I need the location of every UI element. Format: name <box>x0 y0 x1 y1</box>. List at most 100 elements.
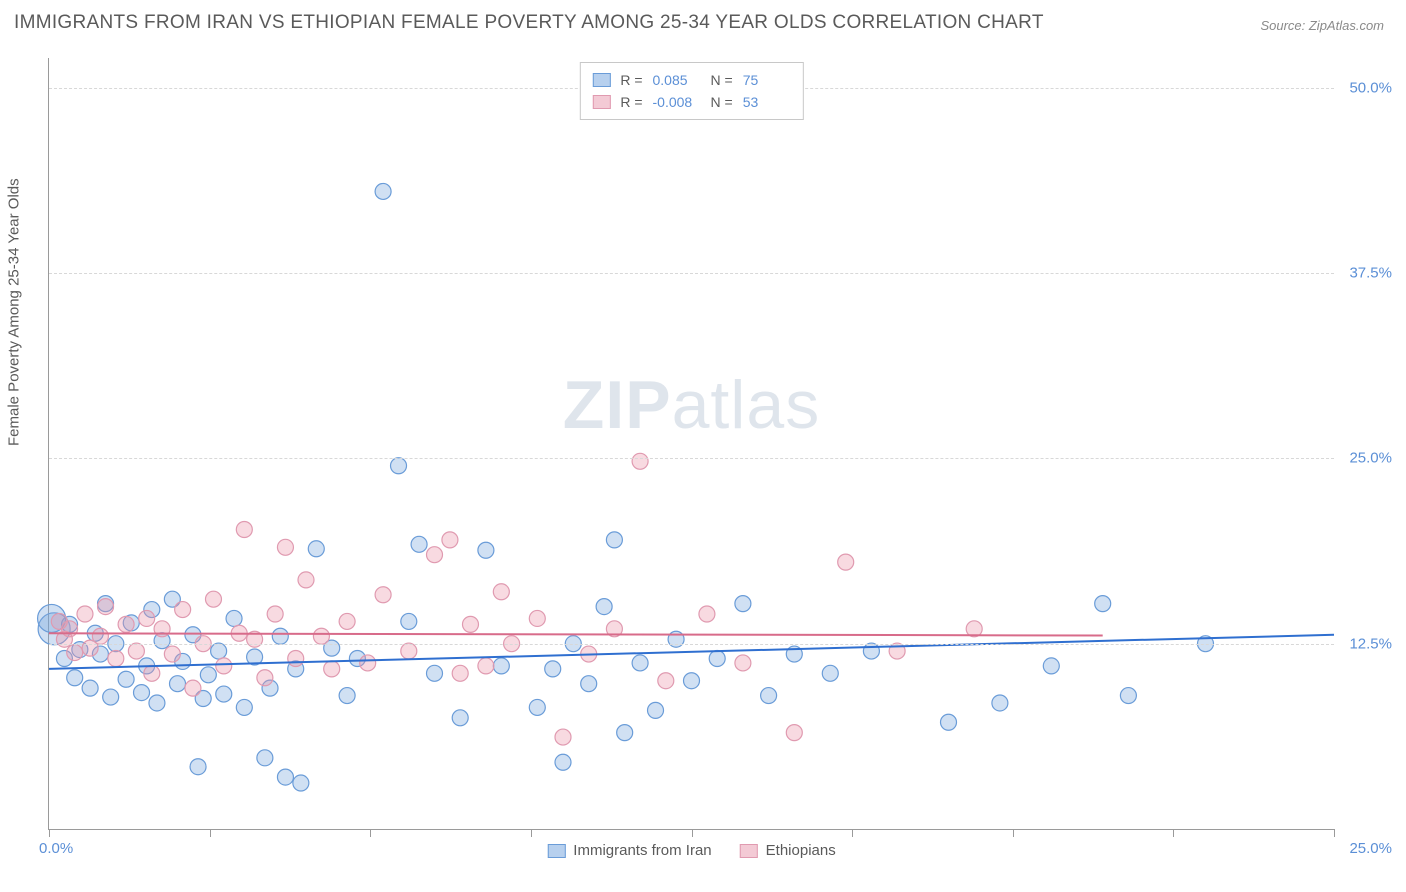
scatter-point <box>185 680 201 696</box>
x-tick <box>1013 829 1014 837</box>
scatter-point <box>200 667 216 683</box>
x-tick <box>210 829 211 837</box>
scatter-point <box>493 584 509 600</box>
scatter-point <box>226 610 242 626</box>
scatter-point <box>236 521 252 537</box>
scatter-point <box>118 616 134 632</box>
scatter-point <box>786 725 802 741</box>
scatter-point <box>298 572 314 588</box>
legend-bottom-swatch-2 <box>740 844 758 858</box>
scatter-svg <box>49 58 1334 829</box>
x-tick <box>370 829 371 837</box>
legend-n-value-2: 53 <box>743 91 791 113</box>
scatter-point <box>735 655 751 671</box>
scatter-point <box>452 665 468 681</box>
legend-r-label-1: R = <box>620 69 642 91</box>
scatter-point <box>617 725 633 741</box>
scatter-point <box>288 650 304 666</box>
trend-line <box>49 633 1103 635</box>
scatter-point <box>699 606 715 622</box>
scatter-point <box>205 591 221 607</box>
legend-bottom-swatch-1 <box>547 844 565 858</box>
legend-bottom-item-2: Ethiopians <box>740 842 836 859</box>
gridline-h <box>49 458 1334 459</box>
scatter-point <box>709 650 725 666</box>
legend-r-value-1: 0.085 <box>653 69 701 91</box>
scatter-point <box>375 183 391 199</box>
legend-bottom-label-1: Immigrants from Iran <box>573 842 711 859</box>
scatter-point <box>529 699 545 715</box>
scatter-point <box>529 610 545 626</box>
scatter-point <box>478 542 494 558</box>
scatter-point <box>411 536 427 552</box>
y-tick-label: 37.5% <box>1349 264 1392 281</box>
legend-row-series-2: R = -0.008 N = 53 <box>592 91 790 113</box>
scatter-point <box>170 676 186 692</box>
scatter-point <box>267 606 283 622</box>
scatter-point <box>257 670 273 686</box>
scatter-point <box>293 775 309 791</box>
x-tick <box>852 829 853 837</box>
legend-n-value-1: 75 <box>743 69 791 91</box>
scatter-point <box>144 665 160 681</box>
scatter-point <box>98 599 114 615</box>
source-attribution: Source: ZipAtlas.com <box>1260 18 1384 33</box>
scatter-point <box>339 613 355 629</box>
scatter-point <box>555 754 571 770</box>
y-tick-label: 25.0% <box>1349 450 1392 467</box>
y-tick-label: 12.5% <box>1349 635 1392 652</box>
x-tick <box>1173 829 1174 837</box>
scatter-point <box>118 671 134 687</box>
scatter-point <box>462 616 478 632</box>
x-tick <box>531 829 532 837</box>
legend-row-series-1: R = 0.085 N = 75 <box>592 69 790 91</box>
scatter-point <box>838 554 854 570</box>
scatter-point <box>108 650 124 666</box>
y-axis-label: Female Poverty Among 25-34 Year Olds <box>6 178 23 446</box>
scatter-point <box>277 769 293 785</box>
y-tick-label: 50.0% <box>1349 79 1392 96</box>
scatter-point <box>863 643 879 659</box>
scatter-point <box>478 658 494 674</box>
scatter-point <box>761 688 777 704</box>
scatter-point <box>164 646 180 662</box>
scatter-point <box>211 643 227 659</box>
scatter-point <box>658 673 674 689</box>
legend-n-label-2: N = <box>711 91 733 113</box>
scatter-point <box>581 676 597 692</box>
scatter-point <box>216 686 232 702</box>
scatter-point <box>324 661 340 677</box>
scatter-point <box>236 699 252 715</box>
legend-swatch-2 <box>592 95 610 109</box>
scatter-point <box>257 750 273 766</box>
scatter-point <box>277 539 293 555</box>
scatter-point <box>67 645 83 661</box>
legend-r-value-2: -0.008 <box>653 91 701 113</box>
scatter-point <box>175 602 191 618</box>
scatter-point <box>427 665 443 681</box>
scatter-point <box>272 628 288 644</box>
x-tick <box>1334 829 1335 837</box>
chart-plot-area: ZIPatlas R = 0.085 N = 75 R = -0.008 N =… <box>48 58 1334 830</box>
scatter-point <box>401 613 417 629</box>
scatter-point <box>149 695 165 711</box>
x-tick <box>49 829 50 837</box>
scatter-point <box>128 643 144 659</box>
x-axis-max-label: 25.0% <box>1349 840 1392 857</box>
scatter-point <box>735 596 751 612</box>
scatter-point <box>360 655 376 671</box>
scatter-point <box>67 670 83 686</box>
scatter-point <box>1120 688 1136 704</box>
scatter-point <box>941 714 957 730</box>
scatter-point <box>313 628 329 644</box>
legend-series-names: Immigrants from Iran Ethiopians <box>547 842 835 859</box>
scatter-point <box>62 621 78 637</box>
scatter-point <box>632 453 648 469</box>
legend-swatch-1 <box>592 73 610 87</box>
scatter-point <box>427 547 443 563</box>
scatter-point <box>77 606 93 622</box>
x-axis-min-label: 0.0% <box>39 840 73 857</box>
scatter-point <box>1043 658 1059 674</box>
scatter-point <box>493 658 509 674</box>
scatter-point <box>216 658 232 674</box>
